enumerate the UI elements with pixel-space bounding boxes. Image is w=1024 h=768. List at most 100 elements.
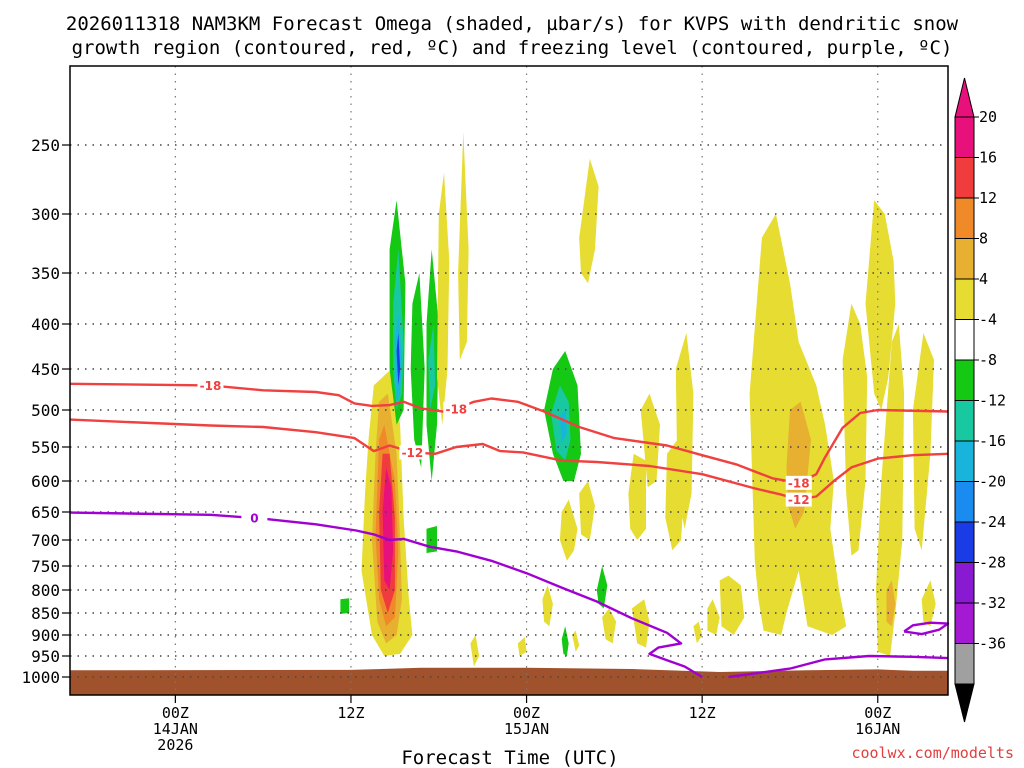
omega-area-43	[912, 333, 934, 551]
contour-label: 0	[250, 512, 258, 526]
x-tick-label: 12Z	[689, 704, 716, 722]
omega-area-41	[876, 324, 905, 656]
colorbar-label: -28	[979, 554, 1006, 572]
colorbar-swatch	[954, 400, 975, 442]
y-tick-label: 250	[31, 136, 60, 155]
colorbar-label: -16	[979, 432, 1006, 450]
colorbar-label: -4	[979, 311, 997, 329]
omega-area-21	[579, 481, 595, 540]
omega-area-27	[628, 453, 646, 540]
omega-area-31	[631, 599, 650, 648]
x-axis-label: Forecast Time (UTC)	[401, 747, 618, 768]
colorbar-swatch	[954, 521, 975, 563]
contour-label: -18	[788, 476, 810, 490]
dendritic-contour-1	[69, 418, 949, 501]
omega-area-4	[382, 467, 394, 590]
omega-area-33	[707, 599, 720, 635]
contour-label-bg	[241, 511, 268, 526]
temperature-contours: -18 -18 -18 -12 -12 0	[69, 378, 950, 679]
x-tick-label: 16JAN	[855, 720, 900, 738]
omega-area-40	[865, 200, 896, 410]
colorbar-swatch	[954, 278, 975, 320]
colorbar-label: -24	[979, 513, 1006, 531]
colorbar-label: -20	[979, 473, 1006, 491]
contour-label: -18	[200, 379, 222, 393]
omega-area-22	[542, 585, 553, 627]
colorbar-swatch	[954, 319, 975, 361]
y-tick-label: 600	[31, 472, 60, 491]
site-credit: coolwx.com/modelts	[851, 744, 1014, 762]
colorbar-swatch	[954, 643, 975, 685]
dendritic-contour-0	[69, 382, 949, 485]
colorbar-swatch	[954, 562, 975, 604]
omega-area-8	[396, 333, 401, 386]
colorbar-label: -36	[979, 635, 1006, 653]
y-tick-label: 550	[31, 438, 60, 457]
y-tick-label: 450	[31, 360, 60, 379]
x-tick-label: 00Z	[162, 704, 189, 722]
colorbar-swatch	[954, 197, 975, 239]
omega-area-39	[842, 303, 868, 556]
freezing-level-contour-2	[69, 511, 703, 679]
terrain	[70, 667, 948, 695]
contour-label-bg	[399, 445, 426, 460]
colorbar-swatch	[954, 359, 975, 401]
y-tick-label: 950	[31, 647, 60, 666]
omega-area-19	[579, 158, 599, 284]
contour-label-bg	[785, 492, 812, 507]
y-tick-label: 500	[31, 401, 60, 420]
y-tick-label: 650	[31, 503, 60, 522]
colorbar-label: 12	[979, 189, 997, 207]
colorbar-swatch	[954, 116, 975, 158]
contour-label-bg	[197, 378, 224, 393]
colorbar-swatch	[954, 481, 975, 523]
colorbar-label: -8	[979, 351, 997, 369]
y-tick-label: 300	[31, 205, 60, 224]
freezing-level-contour-3	[728, 654, 949, 679]
x-tick-label: 2026	[157, 736, 193, 754]
colorbar-swatch	[954, 440, 975, 482]
omega-area-24	[602, 608, 617, 644]
y-tick-label: 900	[31, 626, 60, 645]
omega-area-15	[340, 598, 350, 614]
contour-label-bg	[785, 475, 812, 490]
colorbar-label: 8	[979, 230, 988, 248]
x-tick-label: 15JAN	[504, 720, 549, 738]
contour-label-bg	[443, 401, 470, 416]
y-tick-label: 400	[31, 315, 60, 334]
omega-area-12	[437, 172, 450, 425]
colorbar-bottom-arrow	[954, 683, 975, 723]
colorbar-swatch	[954, 157, 975, 199]
x-tick-label: 14JAN	[153, 720, 198, 738]
contour-label: -12	[402, 446, 424, 460]
colorbar-label: 16	[979, 149, 997, 167]
colorbar: 20 16 12 8 4 -4 -8 -12 -16 -20 -24 -28 -32 -36	[954, 77, 1006, 723]
omega-area-26	[572, 630, 580, 652]
omega-area-23	[596, 566, 608, 609]
y-tick-label: 700	[31, 531, 60, 550]
colorbar-label: -32	[979, 594, 1006, 612]
chart-title-line-2: growth region (contoured, red, ºC) and f…	[72, 37, 953, 59]
colorbar-swatch	[954, 238, 975, 280]
omega-area-9	[410, 273, 425, 468]
plot-frame	[69, 65, 949, 696]
y-tick-label: 350	[31, 264, 60, 283]
x-tick-label: 00Z	[864, 704, 891, 722]
y-tick-label: 1000	[21, 668, 60, 687]
omega-area-28	[640, 393, 660, 488]
omega-area-44	[921, 580, 936, 627]
omega-area-20	[559, 499, 578, 561]
colorbar-label: -12	[979, 392, 1006, 410]
omega-area-42	[886, 580, 896, 627]
omega-area-35	[517, 637, 527, 656]
y-tick-label: 750	[31, 557, 60, 576]
omega-area-36	[470, 635, 480, 667]
omega-area-13	[458, 132, 469, 360]
omega-area-11	[428, 324, 436, 410]
colorbar-swatch	[954, 602, 975, 644]
omega-area-25	[561, 626, 569, 656]
chart-title-line-1: 2026011318 NAM3KM Forecast Omega (shaded…	[66, 13, 959, 35]
colorbar-label: 4	[979, 270, 988, 288]
contour-label: -18	[445, 402, 467, 416]
omega-area-30	[665, 439, 685, 551]
